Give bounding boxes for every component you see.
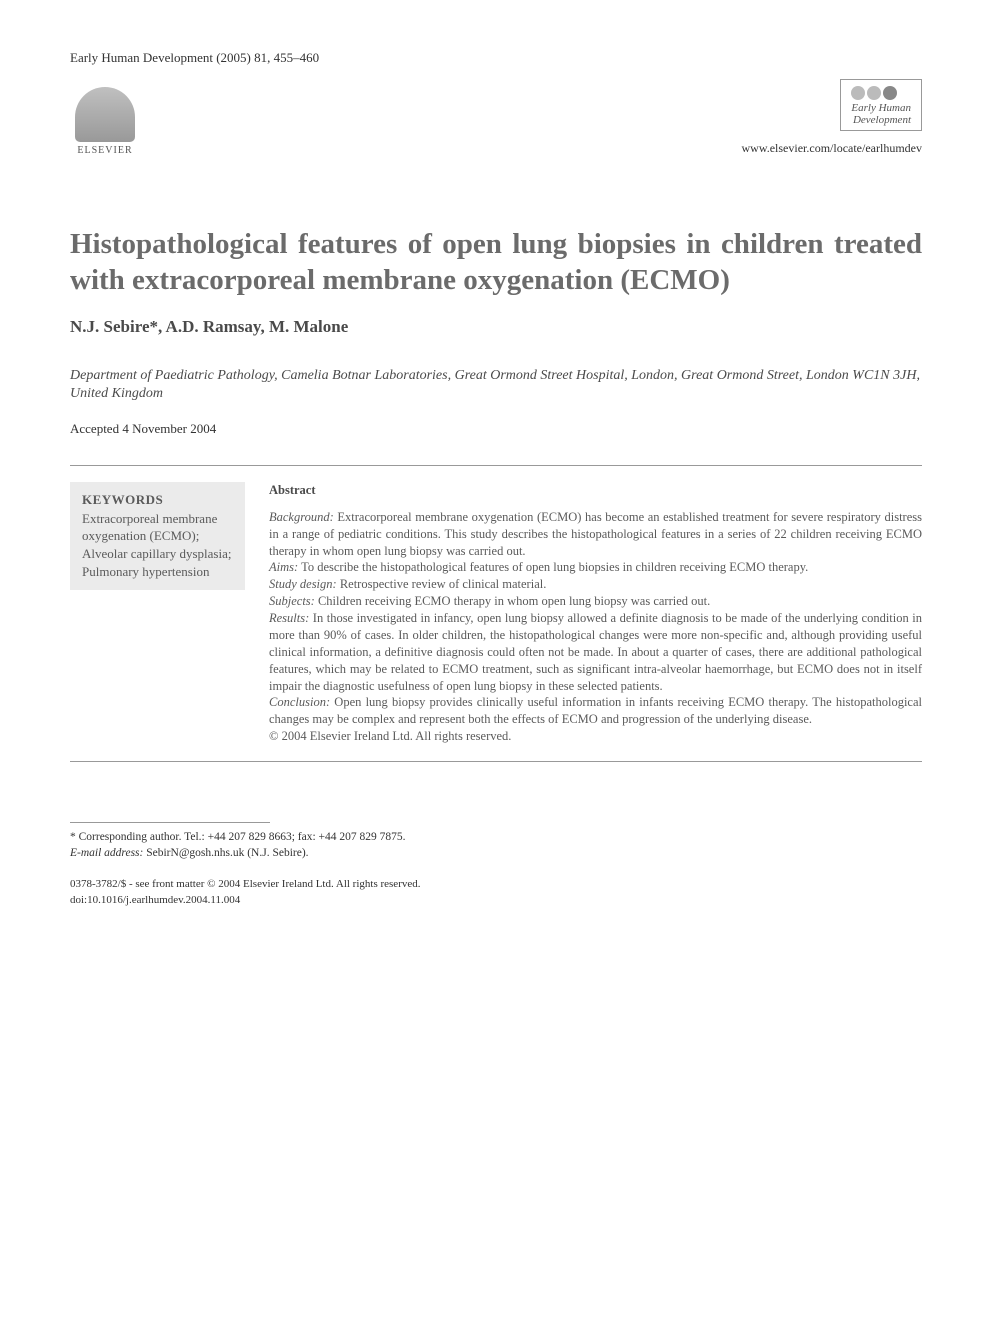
abstract-section-label: Study design: (269, 577, 337, 591)
abstract-copyright: © 2004 Elsevier Ireland Ltd. All rights … (269, 728, 922, 745)
abstract-section-label: Conclusion: (269, 695, 330, 709)
keywords-list: Extracorporeal membrane oxygenation (ECM… (82, 510, 233, 580)
keywords-heading: KEYWORDS (82, 492, 233, 508)
abstract-section-text: To describe the histopathological featur… (298, 560, 808, 574)
abstract-section-label: Aims: (269, 560, 298, 574)
journal-url: www.elsevier.com/locate/earlhumdev (742, 141, 923, 156)
elsevier-logo: ELSEVIER (70, 76, 140, 156)
header-row: Early Human Development (2005) 81, 455–4… (70, 50, 922, 66)
abstract-section-text: Extracorporeal membrane oxygenation (ECM… (269, 510, 922, 558)
abstract-body: Abstract Background: Extracorporeal memb… (269, 482, 922, 745)
keywords-box: KEYWORDS Extracorporeal membrane oxygena… (70, 482, 245, 590)
abstract-section-label: Background: (269, 510, 334, 524)
corresponding-author: * Corresponding author. Tel.: +44 207 82… (70, 829, 922, 861)
abstract-section-label: Results: (269, 611, 309, 625)
journal-logo-box: Early Human Development (840, 79, 922, 131)
abstract-section-text: In those investigated in infancy, open l… (269, 611, 922, 693)
doi: doi:10.1016/j.earlhumdev.2004.11.004 (70, 894, 240, 906)
elsevier-name: ELSEVIER (77, 145, 132, 156)
issn-block: 0378-3782/$ - see front matter © 2004 El… (70, 877, 922, 908)
abstract-heading: Abstract (269, 482, 922, 499)
authors-line: N.J. Sebire*, A.D. Ramsay, M. Malone (70, 317, 922, 337)
abstract-section-text: Children receiving ECMO therapy in whom … (315, 594, 710, 608)
journal-logo-block: Early Human Development www.elsevier.com… (742, 79, 923, 156)
article-title: Histopathological features of open lung … (70, 226, 922, 299)
email-label: E-mail address: (70, 847, 143, 859)
accepted-date: Accepted 4 November 2004 (70, 421, 922, 437)
journal-reference: Early Human Development (2005) 81, 455–4… (70, 50, 319, 66)
abstract-section-text: Open lung biopsy provides clinically use… (269, 695, 922, 726)
journal-logo-text: Early Human Development (851, 102, 911, 126)
abstract-section-text: Retrospective review of clinical materia… (337, 577, 547, 591)
abstract-section-label: Subjects: (269, 594, 315, 608)
affiliation: Department of Paediatric Pathology, Came… (70, 367, 922, 403)
abstract-text: Background: Extracorporeal membrane oxyg… (269, 509, 922, 728)
footer-divider (70, 822, 270, 823)
logos-row: ELSEVIER Early Human Development www.els… (70, 76, 922, 156)
journal-logo-circles-icon (851, 86, 911, 100)
elsevier-tree-icon (75, 87, 135, 142)
email-address: SebirN@gosh.nhs.uk (N.J. Sebire). (143, 847, 308, 859)
abstract-container: KEYWORDS Extracorporeal membrane oxygena… (70, 465, 922, 762)
